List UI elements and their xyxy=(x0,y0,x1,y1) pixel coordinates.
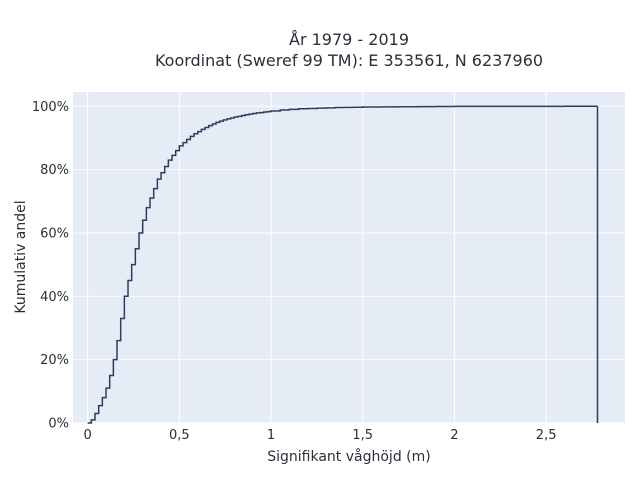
y-tick-label: 60% xyxy=(40,226,69,241)
y-tick-label: 20% xyxy=(40,353,69,368)
chart-title-line-2: Koordinat (Sweref 99 TM): E 353561, N 62… xyxy=(155,51,543,70)
x-tick-label: 2,5 xyxy=(536,428,557,443)
x-tick-labels: 0 0,5 1 1,5 2 2,5 xyxy=(84,428,557,443)
y-axis-label: Kumulativ andel xyxy=(13,200,29,313)
chart-title-line-1: År 1979 - 2019 xyxy=(289,30,409,49)
y-tick-label: 80% xyxy=(40,163,69,178)
x-tick-label: 1 xyxy=(267,428,275,443)
y-tick-label: 0% xyxy=(48,417,69,432)
x-axis-label: Signifikant våghöjd (m) xyxy=(267,448,430,465)
series-line-cumulative xyxy=(87,105,599,424)
y-tick-label: 40% xyxy=(40,290,69,305)
x-tick-label: 1,5 xyxy=(352,428,373,443)
x-tick-label: 0,5 xyxy=(169,428,190,443)
x-tick-label: 0 xyxy=(84,428,92,443)
x-tick-label: 2 xyxy=(450,428,458,443)
y-tick-label: 100% xyxy=(32,100,69,115)
y-tick-labels: 0% 20% 40% 60% 80% 100% xyxy=(32,100,69,432)
plot-area xyxy=(73,92,625,423)
